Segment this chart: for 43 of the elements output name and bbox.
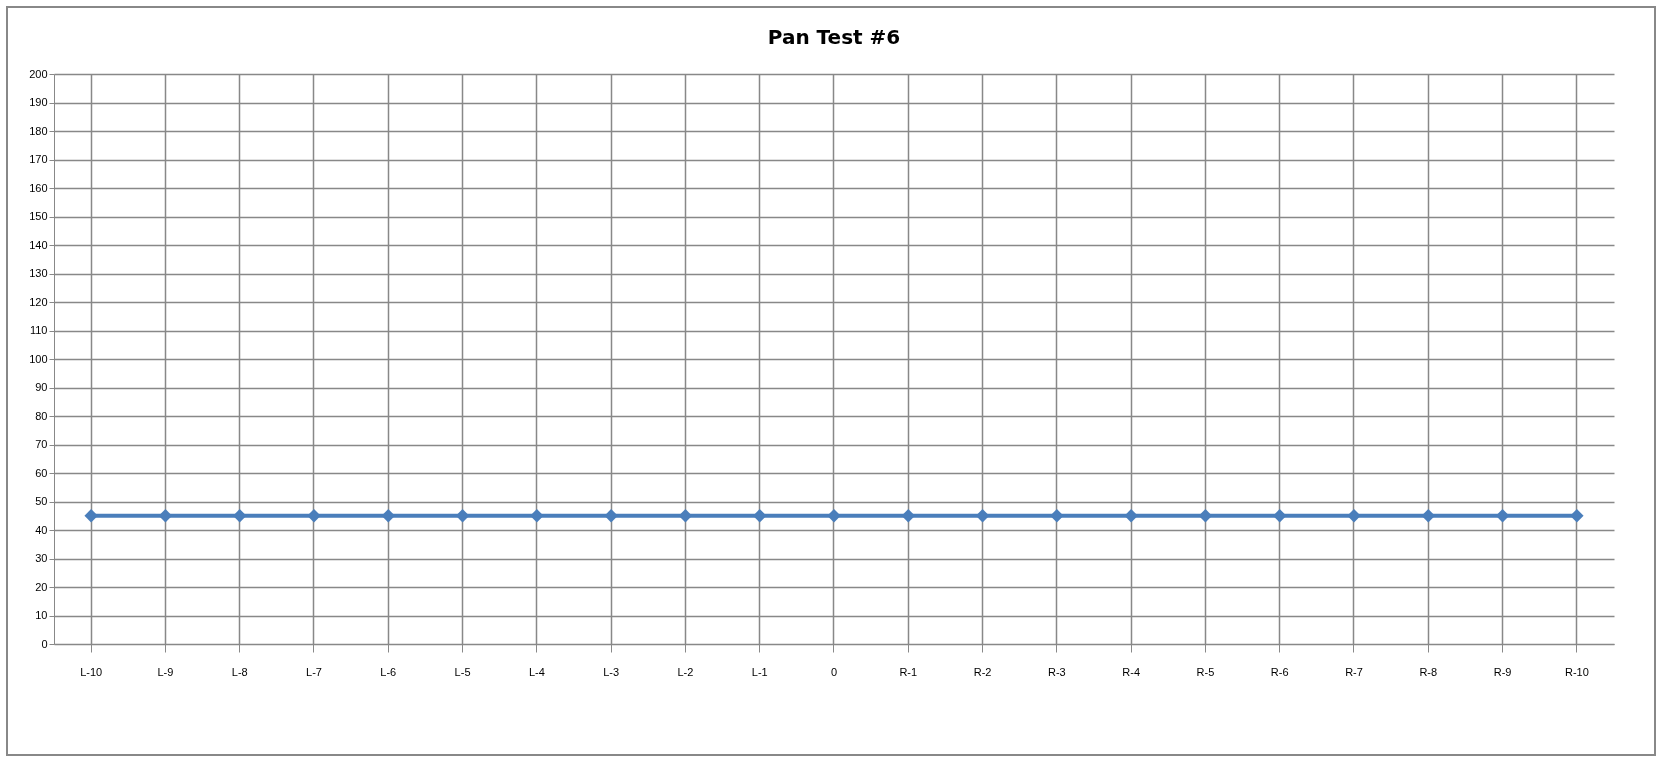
x-tick-label: L-1 [751, 665, 768, 678]
x-tick-label: L-9 [157, 665, 174, 678]
y-tick-label: 0 [41, 637, 48, 650]
y-tick-label: 160 [29, 181, 48, 194]
y-tick-label: 60 [35, 466, 48, 479]
y-tick-label: 50 [35, 495, 48, 507]
y-tick-label: 10 [35, 609, 48, 621]
x-tick-label: R-8 [1419, 665, 1438, 678]
x-tick-label: L-10 [80, 665, 103, 678]
y-tick-label: 100 [29, 352, 48, 365]
x-tick-label: R-9 [1493, 665, 1512, 678]
y-tick-label: 90 [35, 381, 48, 393]
x-tick-label: R-4 [1122, 665, 1141, 678]
x-tick-label: R-2 [973, 665, 992, 678]
x-tick-label: L-7 [306, 665, 322, 678]
y-tick-label: 150 [29, 210, 48, 222]
y-tick-label: 40 [35, 523, 48, 536]
x-tick-label: L-6 [380, 665, 397, 678]
y-tick-label: 180 [29, 124, 48, 137]
y-tick-label: 190 [29, 96, 48, 108]
y-tick-label: 20 [35, 580, 48, 593]
y-tick-label: 80 [35, 409, 48, 422]
x-tick-label: R-7 [1345, 665, 1363, 678]
x-tick-label: L-4 [528, 665, 545, 678]
x-tick-label: R-5 [1196, 665, 1215, 678]
x-tick-label: L-2 [677, 665, 694, 678]
y-tick-label: 130 [29, 267, 48, 279]
y-tick-label: 200 [29, 67, 48, 80]
y-tick-label: 70 [35, 438, 48, 450]
x-tick-label: R-1 [899, 665, 918, 678]
y-tick-label: 120 [29, 295, 48, 308]
x-tick-label: R-6 [1270, 665, 1289, 678]
x-tick-label: L-5 [454, 665, 471, 678]
x-tick-label: R-10 [1564, 665, 1589, 678]
x-tick-label: L-8 [231, 665, 248, 678]
x-tick-label: L-3 [603, 665, 620, 678]
y-tick-label: 170 [29, 153, 48, 165]
x-tick-label: R-3 [1047, 665, 1066, 678]
y-tick-label: 30 [35, 552, 48, 564]
y-tick-label: 140 [29, 238, 48, 251]
x-tick-label: 0 [830, 665, 838, 678]
chart-title: Pan Test #6 [767, 25, 901, 49]
y-tick-label: 110 [29, 324, 48, 336]
